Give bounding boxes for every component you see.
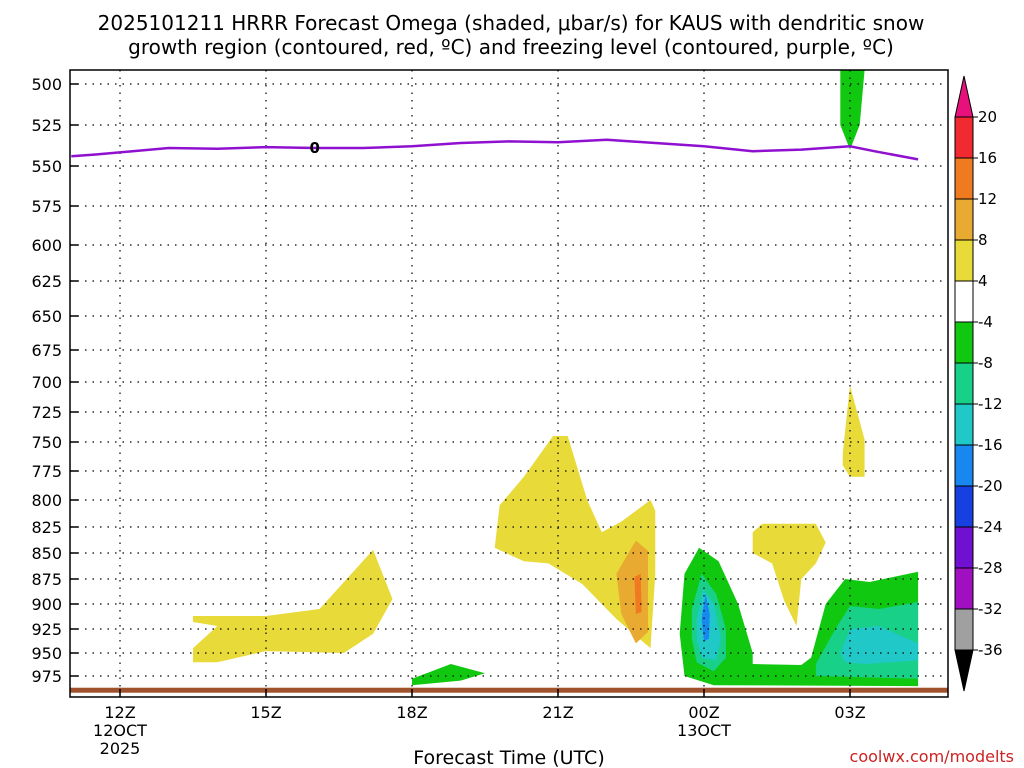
x-tick-year-12Z: 2025 — [100, 739, 141, 758]
colorbar-label--16: -16 — [978, 436, 1003, 454]
x-tick-label-18Z: 18Z — [396, 703, 427, 722]
colorbar-label--20: -20 — [978, 477, 1003, 495]
colorbar-swatch-3 — [954, 239, 974, 282]
y-tick-label-775: 775 — [31, 462, 62, 481]
colorbar-swatch-10 — [954, 526, 974, 569]
y-tick-label-900: 900 — [31, 595, 62, 614]
colorbar-label--4: -4 — [978, 313, 993, 331]
freezing-level-label: 0 — [309, 139, 319, 157]
y-tick-label-975: 975 — [31, 667, 62, 686]
colorbar-swatch-11 — [954, 567, 974, 610]
colorbar-swatch-2 — [954, 198, 974, 241]
colorbar-bottom-arrow — [954, 649, 974, 692]
y-tick-label-625: 625 — [31, 272, 62, 291]
colorbar-swatch-7 — [954, 403, 974, 446]
omega-shading — [193, 70, 919, 687]
y-tick-label-950: 950 — [31, 644, 62, 663]
y-tick-label-575: 575 — [31, 197, 62, 216]
omega-region-orange-12-16 — [634, 573, 642, 614]
y-tick-label-925: 925 — [31, 620, 62, 639]
colorbar-label-16: 16 — [978, 149, 997, 167]
y-tick-label-875: 875 — [31, 570, 62, 589]
y-tick-label-500: 500 — [31, 75, 62, 94]
credit-link[interactable]: coolwx.com/modelts — [850, 747, 1014, 766]
y-tick-label-750: 750 — [31, 433, 62, 452]
omega-region-orange-8-12 — [616, 540, 648, 644]
omega-region-blue-minus16 — [701, 594, 710, 642]
colorbar-label--32: -32 — [978, 600, 1003, 618]
chart-title-line-2: growth region (contoured, red, ºC) and f… — [128, 35, 894, 59]
x-axis-label: Forecast Time (UTC) — [413, 747, 604, 768]
y-tick-label-825: 825 — [31, 518, 62, 537]
colorbar-label--12: -12 — [978, 395, 1003, 413]
colorbar-swatch-8 — [954, 444, 974, 487]
omega-region-yellow-4-8 — [752, 523, 826, 626]
colorbar: 20 16 12 8 4 -4 -8 -12 -16 -20 -24 -28 -32 -36 — [954, 75, 1003, 692]
gridlines — [70, 70, 948, 697]
y-axis: 500 525 550 575 600 625 650 675 700 725 750 775 800 8… — [31, 75, 78, 686]
omega-region-green-minus4 — [840, 70, 865, 150]
y-tick-label-600: 600 — [31, 236, 62, 255]
colorbar-swatch-5 — [954, 321, 974, 364]
y-tick-label-800: 800 — [31, 491, 62, 510]
y-tick-label-725: 725 — [31, 403, 62, 422]
surface-bar — [70, 687, 948, 693]
chart-title-line-1: 2025101211 HRRR Forecast Omega (shaded, … — [98, 11, 925, 35]
x-tick-date-00Z: 13OCT — [677, 721, 731, 740]
y-tick-label-850: 850 — [31, 544, 62, 563]
colorbar-swatch-6 — [954, 362, 974, 405]
colorbar-swatch-1 — [954, 157, 974, 200]
colorbar-label--8: -8 — [978, 354, 993, 372]
omega-region-green-minus4 — [412, 664, 485, 686]
colorbar-label-20: 20 — [978, 108, 997, 126]
colorbar-label-8: 8 — [978, 231, 988, 249]
colorbar-swatch-12 — [954, 608, 974, 651]
colorbar-swatch-9 — [954, 485, 974, 528]
omega-region-yellow-4-8 — [494, 436, 656, 649]
x-tick-label-03Z: 03Z — [834, 703, 865, 722]
y-tick-label-525: 525 — [31, 116, 62, 135]
colorbar-label-12: 12 — [978, 190, 997, 208]
y-tick-label-700: 700 — [31, 373, 62, 392]
y-tick-label-675: 675 — [31, 341, 62, 360]
x-tick-label-12Z: 12Z — [104, 703, 135, 722]
y-tick-label-550: 550 — [31, 157, 62, 176]
colorbar-label--28: -28 — [978, 559, 1003, 577]
colorbar-label--24: -24 — [978, 518, 1003, 536]
freezing-level-contour — [71, 138, 919, 161]
colorbar-swatch-0 — [954, 116, 974, 159]
omega-region-yellow-4-8 — [842, 385, 865, 477]
colorbar-swatch-4 — [954, 280, 974, 323]
omega-region-cyan-minus12 — [840, 626, 919, 664]
colorbar-top-arrow — [954, 75, 974, 118]
colorbar-label--36: -36 — [978, 641, 1003, 659]
colorbar-label-4: 4 — [978, 272, 988, 290]
x-tick-label-21Z: 21Z — [542, 703, 573, 722]
x-tick-date-12Z: 12OCT — [93, 721, 147, 740]
x-tick-label-15Z: 15Z — [250, 703, 281, 722]
x-tick-label-00Z: 00Z — [688, 703, 719, 722]
y-tick-label-650: 650 — [31, 307, 62, 326]
omega-region-yellow-4-8 — [193, 549, 393, 663]
plot-area: 0 — [69, 69, 949, 698]
plot-frame — [69, 69, 949, 698]
